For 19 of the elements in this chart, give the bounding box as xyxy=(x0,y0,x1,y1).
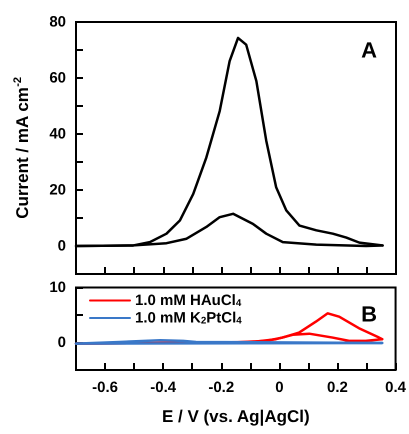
x-tick-label: -0.6 xyxy=(92,379,118,396)
y-tick-label: 20 xyxy=(49,182,66,198)
y-tick-label: 60 xyxy=(49,70,66,86)
y-tick-label: 80 xyxy=(49,14,66,30)
y-tick-label: 10 xyxy=(49,279,66,296)
x-tick-label: 0.2 xyxy=(327,379,348,396)
text: B xyxy=(361,302,378,326)
x-tick-label: -0.2 xyxy=(208,379,234,396)
legend-label: 1.0 mM K2PtCl4 xyxy=(135,310,242,326)
y-axis-title: Current / mA cm-2 xyxy=(12,76,32,219)
text: A xyxy=(361,38,378,62)
x-tick-label: 0.4 xyxy=(385,379,407,396)
x-tick-label: 0 xyxy=(275,379,284,396)
x-axis-title: E / V (vs. Ag|AgCl) xyxy=(162,407,310,426)
y-tick-label: 40 xyxy=(49,126,66,142)
y-tick-label: 0 xyxy=(58,238,66,254)
legend-label: 1.0 mM HAuCl4 xyxy=(135,292,242,309)
x-tick-label: -0.4 xyxy=(150,379,177,396)
y-tick-label: 0 xyxy=(58,334,66,351)
